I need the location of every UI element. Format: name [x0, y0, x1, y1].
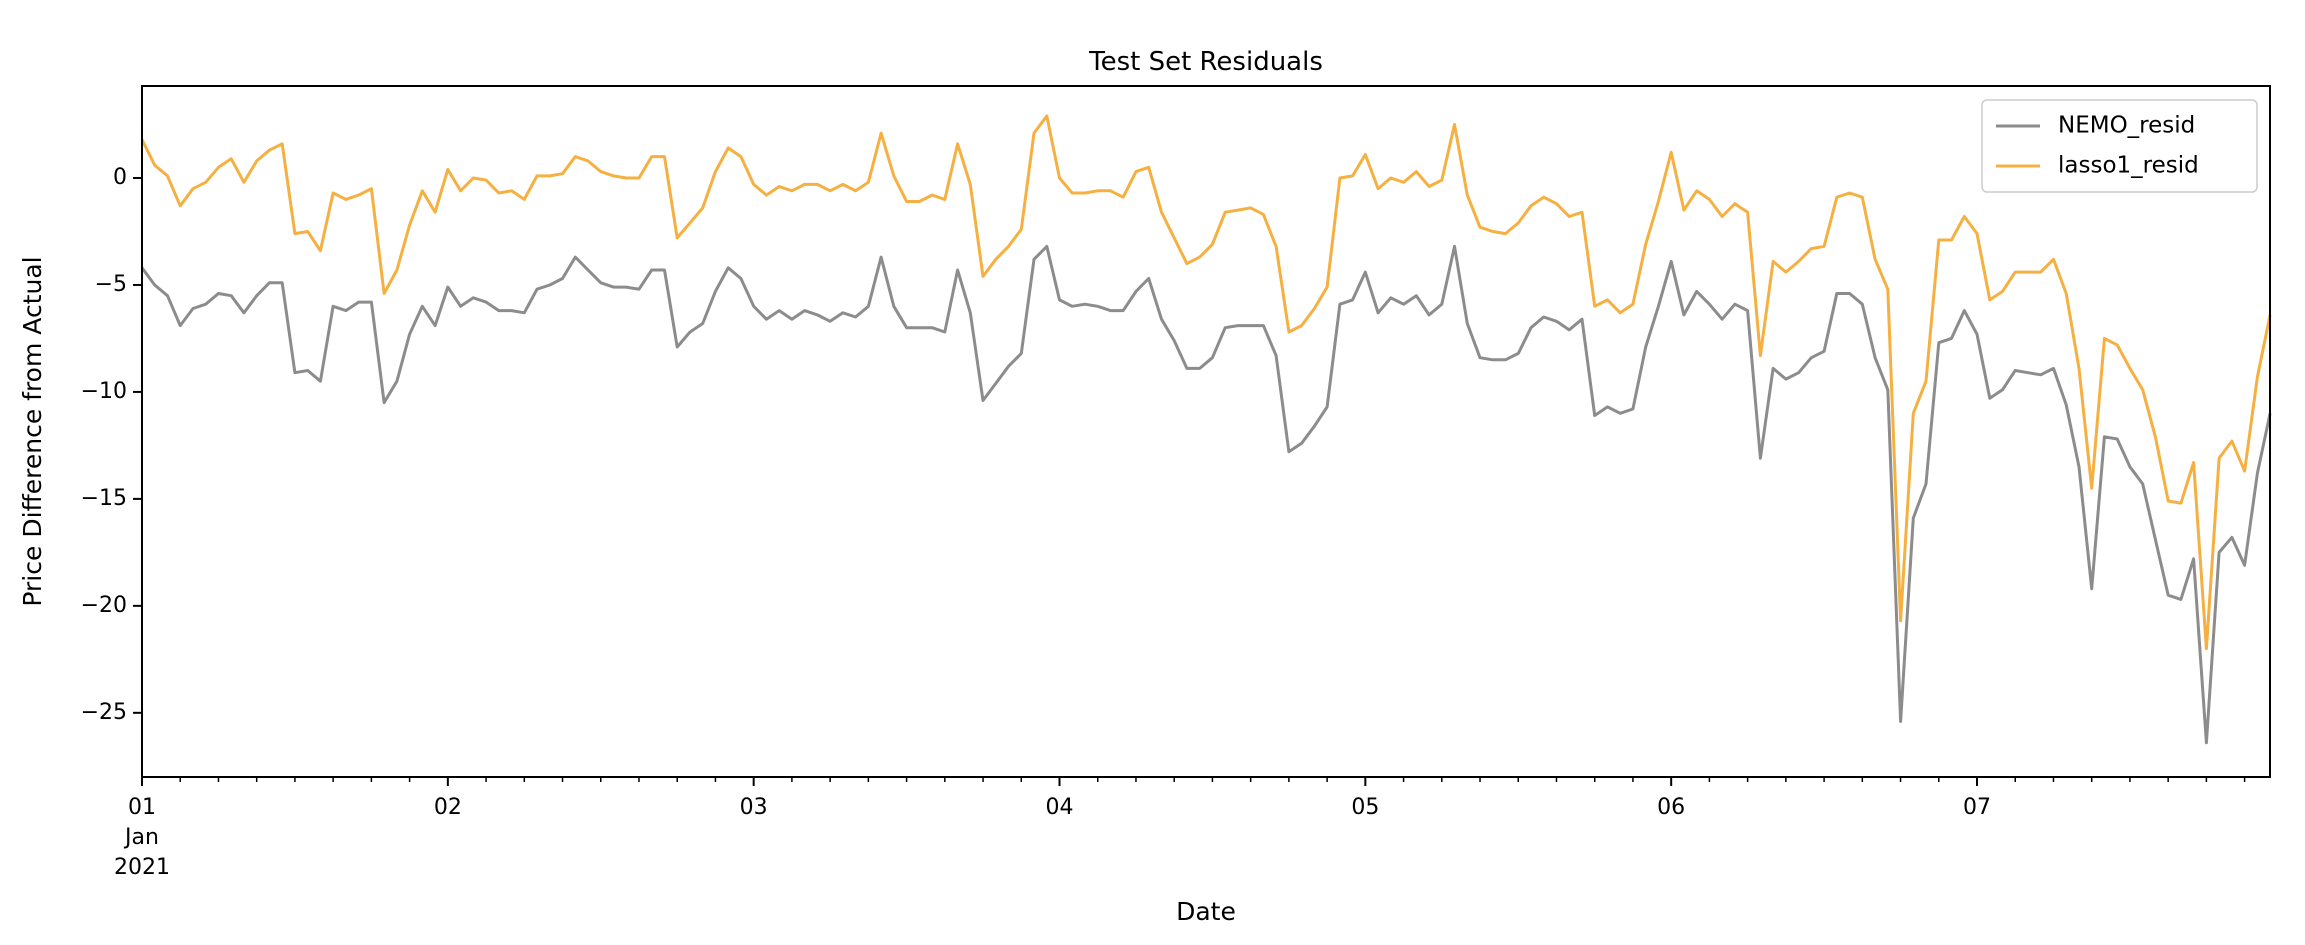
- y-tick-label: −15: [81, 486, 127, 511]
- x-tick-label: 07: [1963, 795, 1991, 820]
- x-tick-label: 01: [128, 795, 156, 820]
- x-tick-label: 05: [1351, 795, 1379, 820]
- x-tick-label: 06: [1657, 795, 1685, 820]
- x-axis-label: Date: [1176, 897, 1236, 926]
- y-tick-label: 0: [113, 165, 127, 190]
- chart-title: Test Set Residuals: [1088, 47, 1323, 77]
- legend-entries: NEMO_resid lasso1_resid: [1996, 113, 2199, 179]
- plot-frame: [141, 85, 2271, 778]
- x-tick-sublabel: Jan: [123, 825, 159, 850]
- legend-label-NEMO_resid: NEMO_resid: [2058, 113, 2195, 139]
- x-tick-sublabel: 2021: [114, 855, 170, 880]
- y-tick-label: −10: [81, 379, 127, 404]
- x-tick-label: 03: [740, 795, 768, 820]
- ticks-layer: 0 −5 −10 −15 −20 −25 01 Jan 2021 02 03 04 05 06 07: [81, 165, 2246, 880]
- series-layer: [140, 114, 2272, 745]
- y-tick-label: −20: [81, 593, 127, 618]
- x-tick-label: 02: [434, 795, 462, 820]
- series-line-lasso1_resid: [140, 114, 2272, 651]
- y-tick-label: −5: [95, 272, 127, 297]
- series-line-NEMO_resid: [140, 244, 2272, 745]
- x-tick-label: 04: [1046, 795, 1074, 820]
- y-tick-label: −25: [81, 700, 127, 725]
- legend-label-lasso1_resid: lasso1_resid: [2058, 153, 2199, 179]
- legend: NEMO_resid lasso1_resid: [1981, 99, 2258, 193]
- legend-box: [1981, 99, 2258, 193]
- y-axis-label: Price Difference from Actual: [18, 256, 47, 606]
